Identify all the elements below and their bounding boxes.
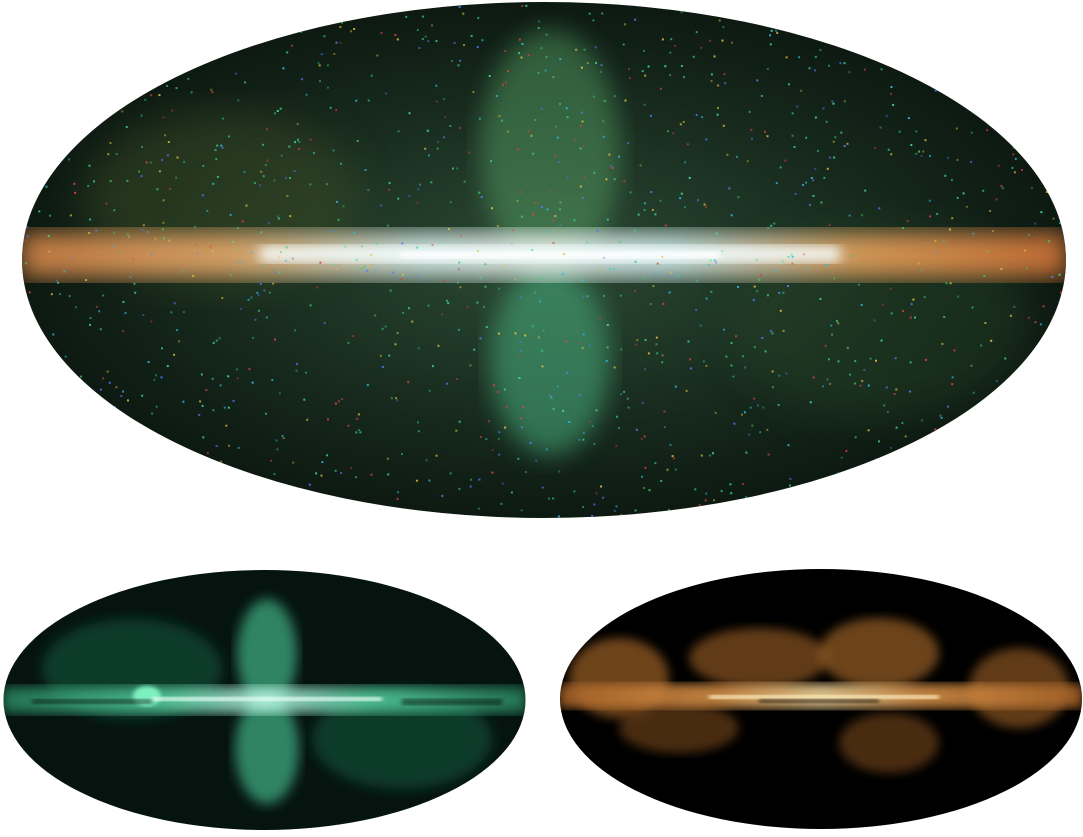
allsky-map-orange-component [559,568,1083,830]
allsky-map-combined [20,0,1068,520]
allsky-map-combined-image [22,2,1066,518]
allsky-map-green-component [2,569,527,831]
allsky-map-green-image [3,570,526,830]
allsky-map-orange-image [560,569,1082,829]
